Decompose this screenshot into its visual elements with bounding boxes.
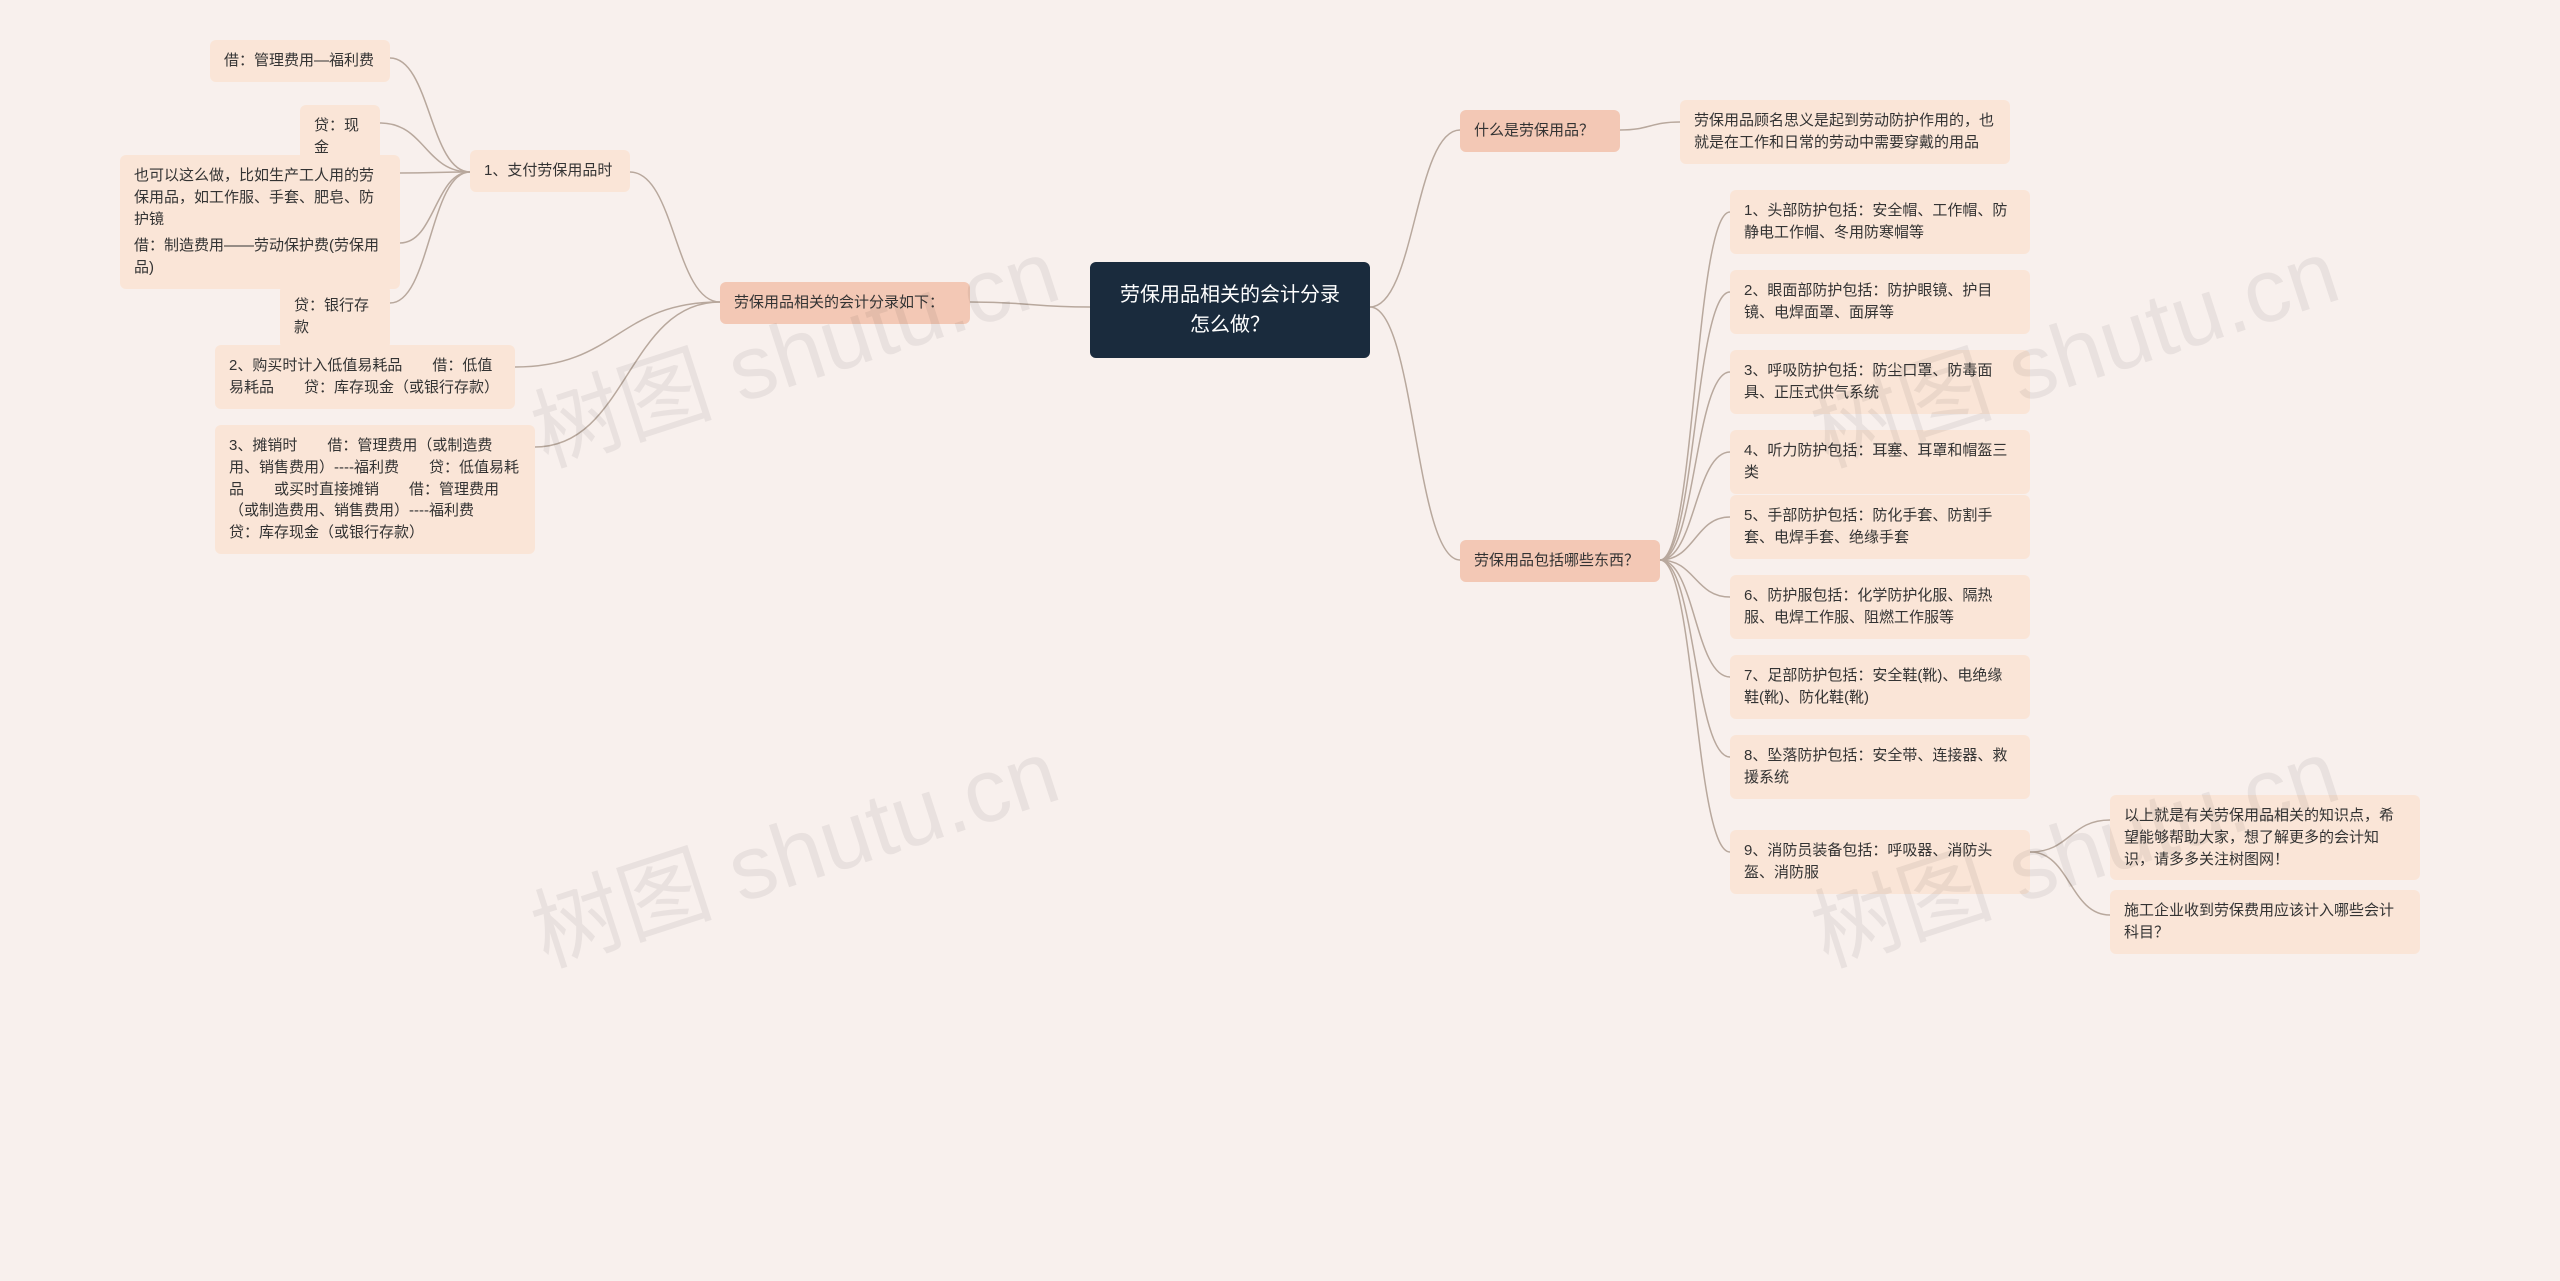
right-1-child-4: 5、手部防护包括：防化手套、防割手套、电焊手套、绝缘手套 — [1730, 495, 2030, 559]
watermark-1: 树图 shutu.cn — [513, 199, 1072, 491]
right-1-child-8: 9、消防员装备包括：呼吸器、消防头盔、消防服 — [1730, 830, 2030, 894]
left-child-0: 1、支付劳保用品时 — [470, 150, 630, 192]
right-1-8-gch-1: 施工企业收到劳保费用应该计入哪些会计科目？ — [2110, 890, 2420, 954]
left-0-gch-4: 贷：银行存款 — [280, 285, 390, 349]
right-1-child-7: 8、坠落防护包括：安全带、连接器、救援系统 — [1730, 735, 2030, 799]
root-node: 劳保用品相关的会计分录 怎么做？ — [1090, 262, 1370, 358]
right-0-child-0: 劳保用品顾名思义是起到劳动防护作用的，也就是在工作和日常的劳动中需要穿戴的用品 — [1680, 100, 2010, 164]
watermark-3: 树图 shutu.cn — [513, 699, 1072, 991]
right-branch-0: 什么是劳保用品？ — [1460, 110, 1620, 152]
right-branch-1: 劳保用品包括哪些东西？ — [1460, 540, 1660, 582]
left-0-gch-3: 借：制造费用——劳动保护费(劳保用品) — [120, 225, 400, 289]
right-1-8-gch-0: 以上就是有关劳保用品相关的知识点，希望能够帮助大家，想了解更多的会计知识，请多多… — [2110, 795, 2420, 880]
left-0-gch-0: 借：管理费用—福利费 — [210, 40, 390, 82]
right-1-child-2: 3、呼吸防护包括：防尘口罩、防毒面具、正压式供气系统 — [1730, 350, 2030, 414]
right-1-child-3: 4、听力防护包括：耳塞、耳罩和帽盔三类 — [1730, 430, 2030, 494]
right-1-child-6: 7、足部防护包括：安全鞋(靴)、电绝缘鞋(靴)、防化鞋(靴) — [1730, 655, 2030, 719]
left-child-2: 3、摊销时 借：管理费用（或制造费用、销售费用）----福利费 贷：低值易耗品 … — [215, 425, 535, 554]
left-child-1: 2、购买时计入低值易耗品 借：低值易耗品 贷：库存现金（或银行存款） — [215, 345, 515, 409]
left-branch: 劳保用品相关的会计分录如下： — [720, 282, 970, 324]
right-1-child-5: 6、防护服包括：化学防护化服、隔热服、电焊工作服、阻燃工作服等 — [1730, 575, 2030, 639]
right-1-child-1: 2、眼面部防护包括：防护眼镜、护目镜、电焊面罩、面屏等 — [1730, 270, 2030, 334]
right-1-child-0: 1、头部防护包括：安全帽、工作帽、防静电工作帽、冬用防寒帽等 — [1730, 190, 2030, 254]
